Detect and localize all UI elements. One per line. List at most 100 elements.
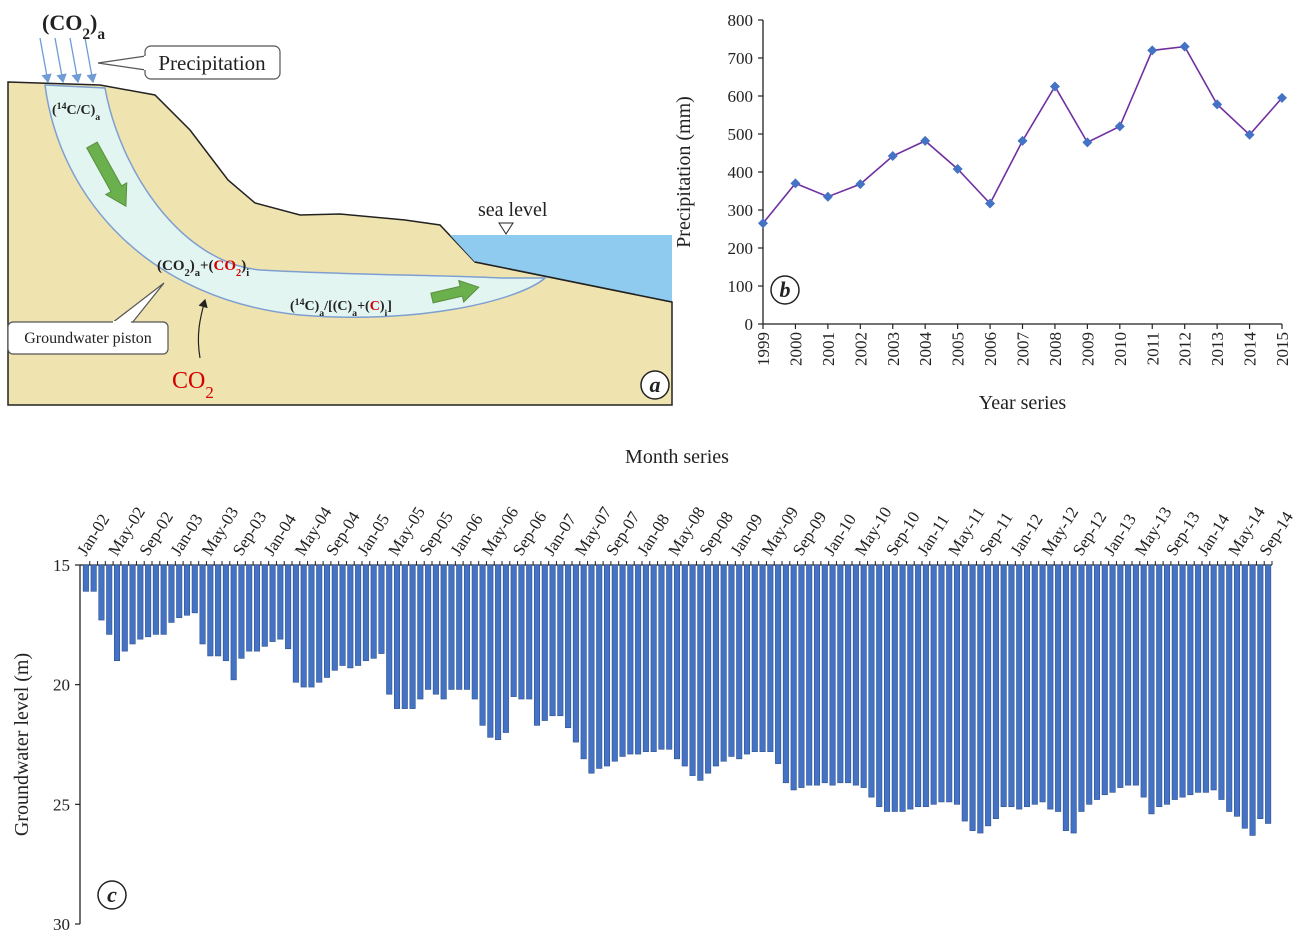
y-tick-label: 600	[728, 87, 754, 106]
bar	[519, 565, 524, 699]
bar	[838, 565, 843, 783]
x-tick-label: 2000	[786, 332, 805, 366]
bar	[83, 565, 88, 591]
x-tick-label: 2003	[884, 332, 903, 366]
bar	[200, 565, 205, 644]
bar	[915, 565, 920, 807]
figure: (CO2)a Precipitation (14C/C)a sea level …	[0, 0, 1298, 934]
bar	[1242, 565, 1247, 828]
x-tick-label: 2011	[1143, 332, 1162, 365]
bar	[1141, 565, 1146, 797]
y-tick-label: 400	[728, 163, 754, 182]
bar	[348, 565, 353, 668]
y-tick-label: 20	[53, 676, 70, 695]
bar	[278, 565, 283, 639]
bar	[169, 565, 174, 622]
bar	[402, 565, 407, 709]
bar	[1102, 565, 1107, 795]
bar	[511, 565, 516, 697]
bar	[1188, 565, 1193, 795]
bar	[394, 565, 399, 709]
bar	[114, 565, 119, 661]
bar	[418, 565, 423, 699]
bar	[488, 565, 493, 737]
marker	[1018, 136, 1028, 146]
marker	[1115, 121, 1125, 131]
bar	[223, 565, 228, 661]
precipitation-label: Precipitation	[158, 51, 266, 75]
x-tick-label: 2009	[1078, 332, 1097, 366]
bar	[1094, 565, 1099, 800]
bar	[1133, 565, 1138, 785]
bar	[877, 565, 882, 807]
bar	[923, 565, 928, 807]
bar	[1258, 565, 1263, 819]
bar	[713, 565, 718, 766]
bar	[1265, 565, 1270, 823]
bar	[1017, 565, 1022, 809]
bar	[449, 565, 454, 689]
bar	[161, 565, 166, 634]
bar	[791, 565, 796, 790]
y-axis-title: Precipitation (mm)	[673, 96, 695, 248]
bar	[721, 565, 726, 761]
bar	[270, 565, 275, 642]
bar	[573, 565, 578, 742]
bar	[651, 565, 656, 752]
bar	[659, 565, 664, 749]
bar	[379, 565, 384, 654]
bar	[690, 565, 695, 776]
bar	[1040, 565, 1045, 802]
marker	[1050, 82, 1060, 92]
bar	[993, 565, 998, 819]
bar	[620, 565, 625, 756]
bar	[1211, 565, 1216, 790]
x-tick-label: 2008	[1046, 332, 1065, 366]
x-tick-label: 2012	[1176, 332, 1195, 366]
bar	[962, 565, 967, 821]
bar	[464, 565, 469, 689]
y-tick-label: 500	[728, 125, 754, 144]
x-tick-label: 2010	[1111, 332, 1130, 366]
bar	[869, 565, 874, 797]
bar	[830, 565, 835, 785]
x-tick-label: 2013	[1208, 332, 1227, 366]
bar	[845, 565, 850, 783]
bar	[371, 565, 376, 658]
bar	[192, 565, 197, 613]
bar	[309, 565, 314, 687]
x-tick-label: 2005	[949, 332, 968, 366]
panel-label: b	[780, 277, 791, 302]
bar	[1234, 565, 1239, 816]
x-tick-label: 2014	[1241, 332, 1260, 367]
bar	[1110, 565, 1115, 792]
bar	[861, 565, 866, 788]
bar	[1203, 565, 1208, 792]
bar	[1071, 565, 1076, 833]
bar	[208, 565, 213, 656]
bar	[760, 565, 765, 752]
bar	[1063, 565, 1068, 831]
bar	[153, 565, 158, 634]
bar	[441, 565, 446, 699]
x-tick-label: 2007	[1014, 332, 1033, 367]
marker	[1082, 137, 1092, 147]
y-tick-label: 30	[53, 915, 70, 934]
bar	[705, 565, 710, 773]
bar	[1118, 565, 1123, 788]
x-tick-label: 2006	[981, 332, 1000, 366]
bar	[1250, 565, 1255, 835]
page: (CO2)a Precipitation (14C/C)a sea level …	[0, 0, 1298, 934]
bar	[597, 565, 602, 768]
x-tick-label: 1999	[754, 332, 773, 366]
bar	[254, 565, 259, 651]
bar	[1227, 565, 1232, 812]
bar	[239, 565, 244, 658]
bar	[752, 565, 757, 752]
bar	[978, 565, 983, 833]
bar	[130, 565, 135, 644]
x-axis-title: Month series	[625, 446, 729, 468]
bar	[612, 565, 617, 761]
bar	[822, 565, 827, 783]
bar	[433, 565, 438, 694]
